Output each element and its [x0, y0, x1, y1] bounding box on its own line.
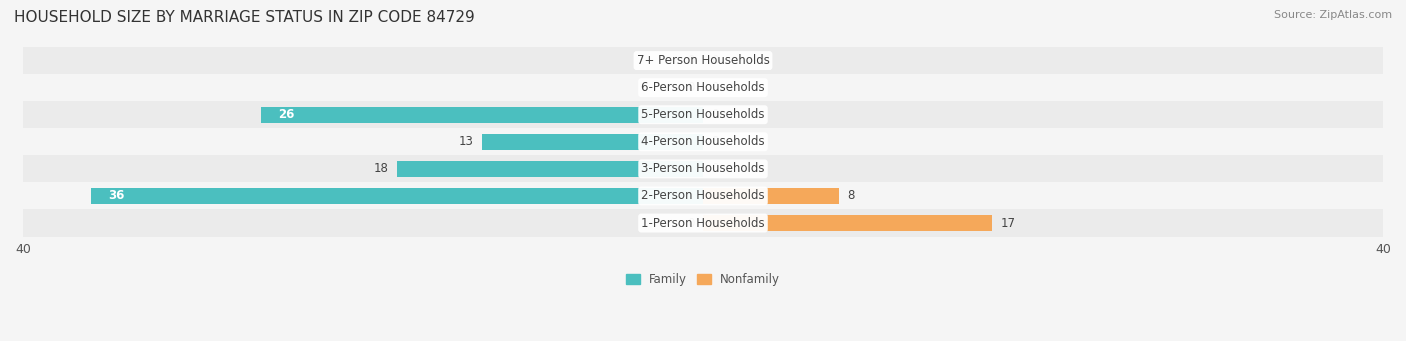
Text: 7+ Person Households: 7+ Person Households [637, 54, 769, 67]
Text: 1-Person Households: 1-Person Households [641, 217, 765, 229]
Text: 17: 17 [1001, 217, 1015, 229]
Bar [22, 182, 1384, 209]
Legend: Family, Nonfamily: Family, Nonfamily [626, 273, 780, 286]
Text: 36: 36 [108, 190, 124, 203]
Text: 3-Person Households: 3-Person Households [641, 162, 765, 175]
Text: 0: 0 [688, 217, 695, 229]
Text: 26: 26 [278, 108, 294, 121]
Bar [703, 215, 993, 231]
Bar [22, 74, 1384, 101]
Text: 0: 0 [711, 81, 718, 94]
Bar [396, 161, 703, 177]
Text: 13: 13 [458, 135, 474, 148]
Text: 6-Person Households: 6-Person Households [641, 81, 765, 94]
Text: 18: 18 [374, 162, 388, 175]
Text: 2-Person Households: 2-Person Households [641, 190, 765, 203]
Bar [22, 209, 1384, 237]
Text: Source: ZipAtlas.com: Source: ZipAtlas.com [1274, 10, 1392, 20]
Text: 4-Person Households: 4-Person Households [641, 135, 765, 148]
Text: 0: 0 [688, 81, 695, 94]
Text: 0: 0 [711, 108, 718, 121]
Text: 8: 8 [848, 190, 855, 203]
Text: 0: 0 [711, 135, 718, 148]
Bar [22, 47, 1384, 74]
Bar [91, 188, 703, 204]
Text: 0: 0 [688, 54, 695, 67]
Bar [262, 107, 703, 122]
Text: 0: 0 [711, 54, 718, 67]
Bar [22, 128, 1384, 155]
Text: 0: 0 [711, 162, 718, 175]
Text: HOUSEHOLD SIZE BY MARRIAGE STATUS IN ZIP CODE 84729: HOUSEHOLD SIZE BY MARRIAGE STATUS IN ZIP… [14, 10, 475, 25]
Text: 5-Person Households: 5-Person Households [641, 108, 765, 121]
Bar [22, 155, 1384, 182]
Bar [482, 134, 703, 150]
Bar [703, 188, 839, 204]
Bar [22, 101, 1384, 128]
